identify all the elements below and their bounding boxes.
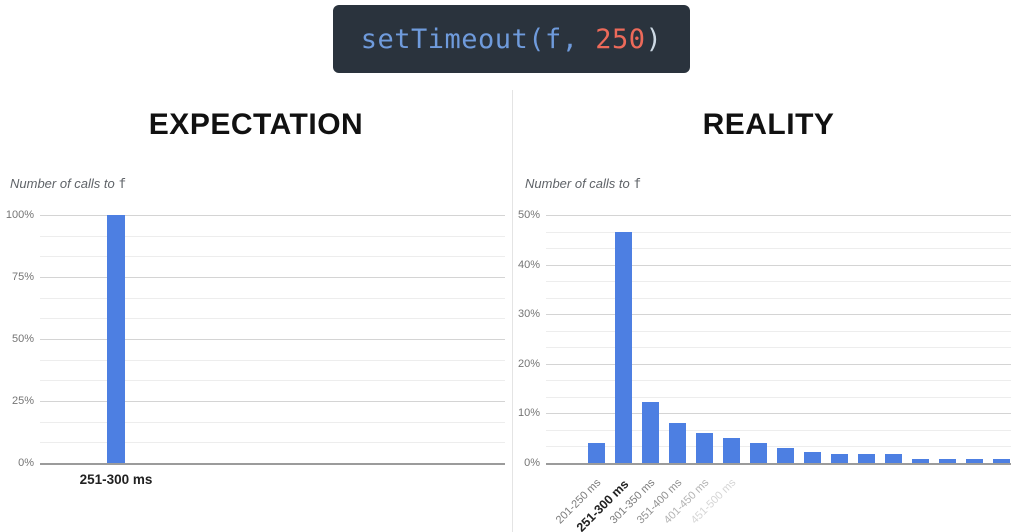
y-tick-label: 40% [517,258,540,271]
major-gridline [40,339,505,340]
bar [668,423,686,463]
code-snippet-box: setTimeout(f, 250) [333,5,690,73]
x-axis-baseline [40,463,505,465]
bar [938,458,956,463]
reality-axis-title: Number of calls to f [525,176,641,192]
bar [911,458,929,463]
y-tick-label: 100% [5,209,34,221]
bar [641,402,659,463]
major-gridline [546,363,1011,365]
bar [749,443,767,463]
bar [722,438,740,463]
code-snippet-text: setTimeout(f, 250) [361,24,663,55]
expectation-panel: EXPECTATION Number of calls to f 0% 25% 50… [0,90,512,532]
axis-title-f-symbol: f [633,177,642,192]
expectation-axis-title: Number of calls to f [10,176,126,192]
major-gridline [546,264,1011,266]
bar [614,232,632,463]
minor-gridline [40,297,505,299]
minor-gridline [546,281,1011,283]
minor-gridline [40,235,505,237]
major-gridline [546,413,1011,415]
x-category-label: 251-300 ms [79,472,153,487]
minor-gridline [546,297,1011,299]
expectation-chart-plot: 0% 25% 50% 75% 100% 251-300 ms [6,209,505,487]
axis-title-f-symbol: f [118,177,127,192]
reality-chart-plot: 0% 10% 20% 30% 40% 50% 201-250 ms 251-300 ms 301… [518,209,1011,532]
bar [695,433,713,463]
minor-gridline [546,347,1011,349]
code-token: ) [645,23,663,55]
major-gridline [546,215,1011,216]
y-tick-label: 75% [11,271,34,283]
major-gridline [546,314,1011,316]
bar [830,454,848,463]
minor-gridline [40,256,505,258]
minor-gridline [40,380,505,382]
y-tick-label: 50% [11,333,34,345]
x-axis-baseline [546,463,1011,465]
bar [992,458,1010,463]
axis-title-text: Number of calls to [525,176,634,191]
bar [803,451,821,463]
bar [965,458,983,463]
reality-title: REALITY [702,108,835,141]
minor-gridline [546,446,1011,448]
major-gridline [40,401,505,402]
major-gridline [40,215,505,216]
minor-gridline [546,429,1011,431]
bar [587,443,605,463]
minor-gridline [546,248,1011,250]
bar [857,454,875,463]
axis-title-text: Number of calls to [10,176,119,191]
y-tick-label: 10% [517,407,540,420]
y-tick-label: 0% [524,457,540,469]
minor-gridline [40,421,505,423]
major-gridline [40,277,505,278]
expectation-title: EXPECTATION [148,108,364,141]
bar [884,454,902,463]
bar [107,215,125,463]
y-tick-label: 50% [517,209,540,221]
y-tick-label: 30% [517,308,540,321]
y-tick-label: 25% [11,395,34,407]
bar [776,448,794,463]
minor-gridline [40,318,505,320]
y-tick-label: 20% [517,357,540,370]
y-tick-label: 0% [18,457,34,469]
code-token: setTimeout(f, [360,23,596,55]
minor-gridline [40,442,505,444]
minor-gridline [546,330,1011,332]
minor-gridline [546,231,1011,233]
code-token: 250 [595,23,646,55]
minor-gridline [40,359,505,361]
minor-gridline [546,396,1011,398]
minor-gridline [546,380,1011,382]
reality-panel: REALITY Number of calls to f 0% 10% 20% 30%… [512,90,1024,532]
